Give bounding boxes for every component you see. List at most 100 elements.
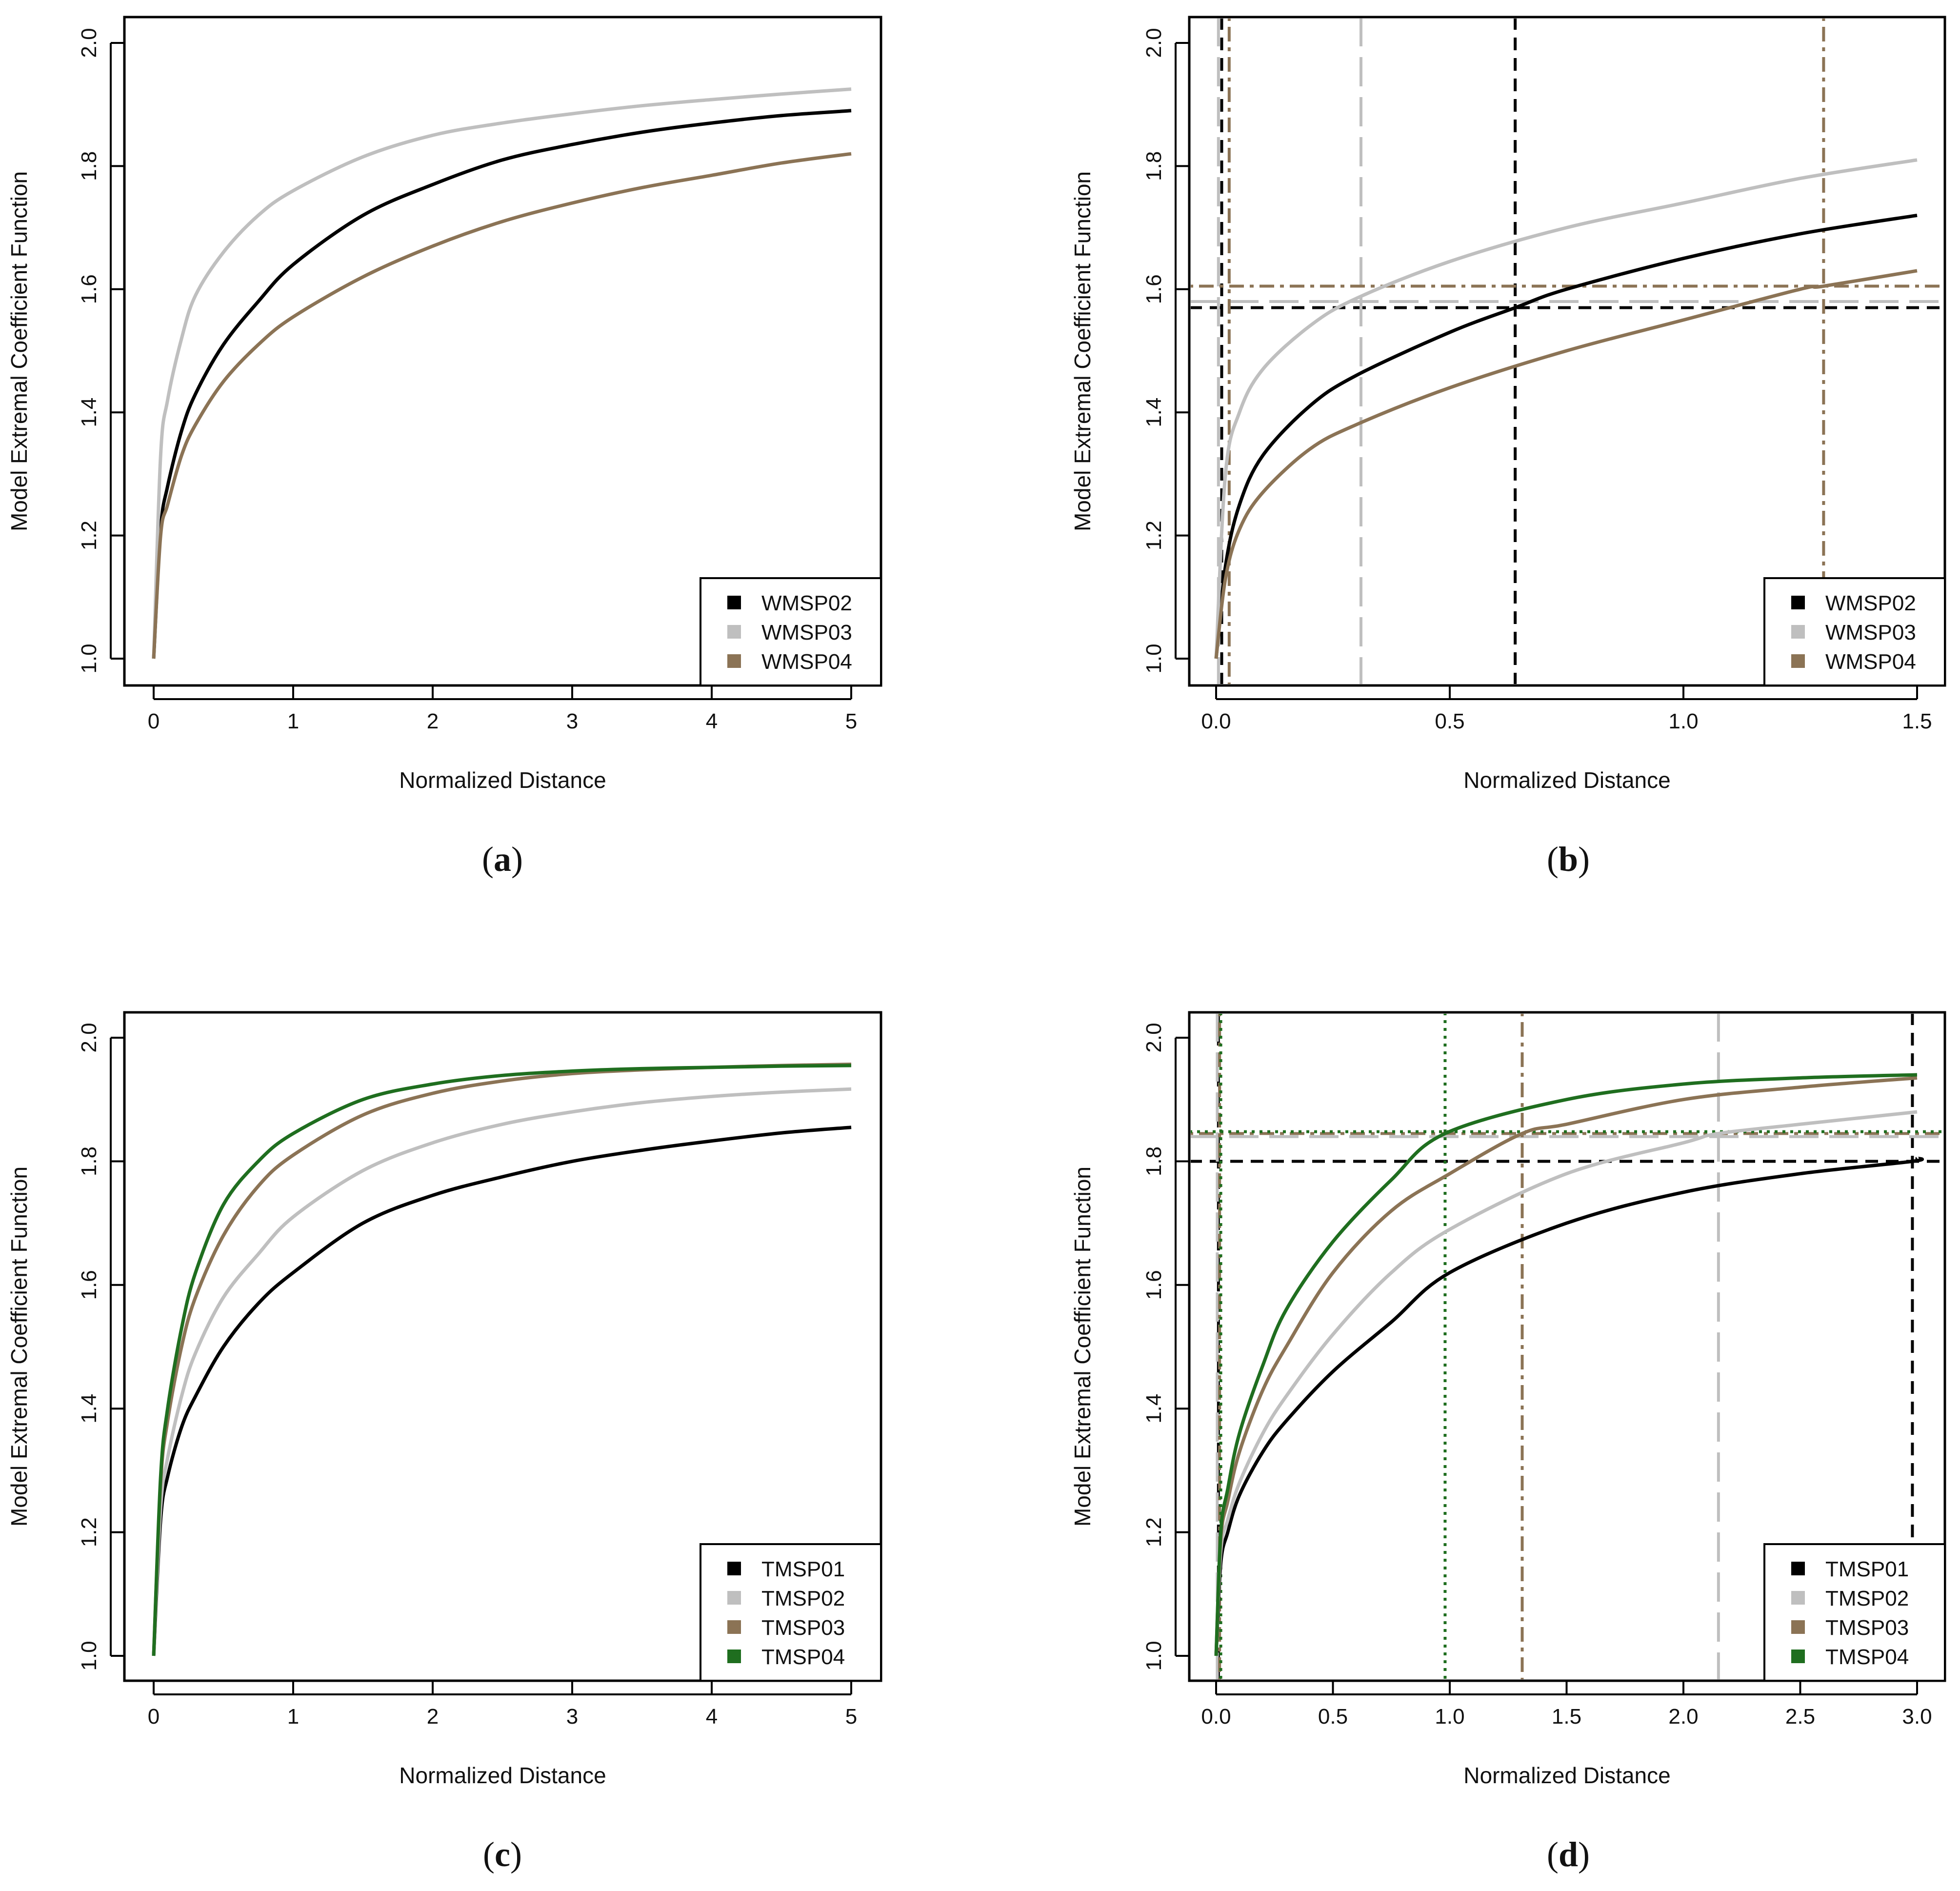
y-tick-label: 1.6 bbox=[77, 274, 101, 304]
y-tick-label: 1.0 bbox=[1142, 644, 1166, 673]
x-tick-label: 0.5 bbox=[1435, 709, 1464, 733]
panel-label: (c) bbox=[483, 1835, 522, 1874]
x-axis-label: Normalized Distance bbox=[1463, 1763, 1670, 1788]
panel-label: (d) bbox=[1547, 1835, 1590, 1874]
x-tick-label: 1.0 bbox=[1668, 709, 1698, 733]
y-tick-label: 1.4 bbox=[77, 398, 101, 427]
x-tick-label: 0.5 bbox=[1318, 1705, 1348, 1729]
series-line-WMSP03 bbox=[152, 87, 852, 659]
y-tick-label: 1.6 bbox=[77, 1270, 101, 1300]
x-tick-label: 5 bbox=[845, 709, 857, 733]
series-line-WMSP04 bbox=[1214, 269, 1918, 659]
plot-area bbox=[1191, 1014, 1943, 1679]
plot-frame bbox=[123, 16, 882, 687]
legend-swatch-TMSP02 bbox=[1791, 1591, 1805, 1605]
x-axis-label: Normalized Distance bbox=[399, 1763, 606, 1788]
y-tick-label: 2.0 bbox=[1142, 28, 1166, 58]
x-tick-label: 1 bbox=[287, 1705, 299, 1729]
y-tick-label: 1.0 bbox=[1142, 1641, 1166, 1670]
y-tick-label: 1.8 bbox=[1142, 1147, 1166, 1176]
chart-panel-d: 0.0 0.5 1.0 1.5 2.0 2.5 3.0 1.0 1.2 1.4 1.6 1.8 2.0 N… bbox=[1070, 1011, 1946, 1874]
legend: TMSP01 TMSP02 TMSP03 TMSP04 bbox=[1763, 1543, 1946, 1682]
y-tick-label: 1.2 bbox=[1142, 1517, 1166, 1547]
y-tick-label: 1.8 bbox=[77, 151, 101, 181]
legend-label-WMSP02: WMSP02 bbox=[761, 591, 852, 615]
y-tick-label: 1.4 bbox=[77, 1394, 101, 1424]
legend-label-WMSP04: WMSP04 bbox=[761, 650, 852, 674]
series-line-WMSP04 bbox=[152, 152, 852, 659]
series-line-TMSP02 bbox=[152, 1087, 852, 1656]
y-tick-label: 1.8 bbox=[1142, 151, 1166, 181]
series-line-TMSP01 bbox=[1214, 1156, 1924, 1656]
series-line-WMSP02 bbox=[1214, 213, 1918, 659]
x-tick-label: 2 bbox=[427, 1705, 439, 1729]
legend-swatch-TMSP03 bbox=[1791, 1620, 1805, 1634]
x-tick-label: 4 bbox=[706, 1705, 718, 1729]
legend-label-TMSP03: TMSP03 bbox=[761, 1616, 845, 1640]
chart-panel-a: 0 1 2 3 4 5 1.0 1.2 1.4 1.6 1.8 2.0 Normalized Dista… bbox=[6, 16, 882, 879]
legend-swatch-TMSP04 bbox=[727, 1650, 741, 1663]
plot-area bbox=[1191, 19, 1943, 684]
series-line-TMSP02 bbox=[1214, 1110, 1918, 1656]
series-line-TMSP01 bbox=[152, 1126, 852, 1656]
plot-area bbox=[152, 87, 852, 659]
legend-swatch-TMSP03 bbox=[727, 1620, 741, 1634]
legend-swatch-WMSP03 bbox=[727, 625, 741, 639]
y-tick-label: 1.2 bbox=[77, 1517, 101, 1547]
x-tick-label: 3 bbox=[566, 709, 578, 733]
x-tick-label: 5 bbox=[845, 1705, 857, 1729]
legend-swatch-TMSP01 bbox=[1791, 1562, 1805, 1575]
y-tick-label: 2.0 bbox=[1142, 1023, 1166, 1052]
y-tick-label: 1.2 bbox=[1142, 521, 1166, 550]
y-axis-label: Model Extremal Coefficient Function bbox=[1070, 171, 1095, 531]
x-tick-label: 0 bbox=[148, 1705, 160, 1729]
y-tick-label: 2.0 bbox=[77, 28, 101, 58]
x-tick-label: 1.5 bbox=[1552, 1705, 1581, 1729]
x-tick-label: 4 bbox=[706, 709, 718, 733]
legend-label-TMSP04: TMSP04 bbox=[1825, 1645, 1909, 1669]
series-line-WMSP03 bbox=[1214, 158, 1918, 659]
x-tick-label: 3 bbox=[566, 1705, 578, 1729]
legend-label-TMSP01: TMSP01 bbox=[761, 1557, 845, 1581]
x-axis-label: Normalized Distance bbox=[399, 767, 606, 793]
legend-label-WMSP03: WMSP03 bbox=[1825, 621, 1916, 644]
x-tick-label: 3.0 bbox=[1902, 1705, 1932, 1729]
plot-frame bbox=[123, 1011, 882, 1682]
y-tick-label: 1.0 bbox=[77, 644, 101, 673]
legend-swatch-WMSP04 bbox=[727, 654, 741, 668]
y-tick-label: 1.6 bbox=[1142, 274, 1166, 304]
panel-label: (a) bbox=[482, 840, 523, 879]
y-axis-label: Model Extremal Coefficient Function bbox=[6, 171, 32, 531]
series-line-WMSP02 bbox=[152, 109, 852, 659]
legend-swatch-TMSP01 bbox=[727, 1562, 741, 1575]
x-tick-label: 0.0 bbox=[1201, 1705, 1231, 1729]
x-tick-label: 1.5 bbox=[1902, 709, 1932, 733]
legend-label-TMSP01: TMSP01 bbox=[1825, 1557, 1909, 1581]
y-tick-label: 2.0 bbox=[77, 1023, 101, 1052]
y-tick-label: 1.2 bbox=[77, 521, 101, 550]
plot-frame bbox=[1188, 16, 1946, 687]
legend-label-WMSP04: WMSP04 bbox=[1825, 650, 1916, 674]
legend-swatch-TMSP04 bbox=[1791, 1650, 1805, 1663]
chart-panel-c: 0 1 2 3 4 5 1.0 1.2 1.4 1.6 1.8 2.0 Normalized Dista… bbox=[6, 1011, 882, 1874]
legend-label-TMSP02: TMSP02 bbox=[761, 1587, 845, 1610]
legend-label-TMSP03: TMSP03 bbox=[1825, 1616, 1909, 1640]
legend: WMSP02 WMSP03 WMSP04 bbox=[700, 577, 882, 686]
y-tick-label: 1.4 bbox=[1142, 398, 1166, 427]
legend-label-TMSP04: TMSP04 bbox=[761, 1645, 845, 1669]
x-tick-label: 2.5 bbox=[1785, 1705, 1815, 1729]
x-tick-label: 2.0 bbox=[1668, 1705, 1698, 1729]
legend-swatch-WMSP02 bbox=[727, 596, 741, 609]
legend: WMSP02 WMSP03 WMSP04 bbox=[1763, 577, 1946, 686]
series-line-TMSP04 bbox=[1214, 1073, 1918, 1656]
legend: TMSP01 TMSP02 TMSP03 TMSP04 bbox=[700, 1543, 882, 1682]
legend-label-WMSP03: WMSP03 bbox=[761, 621, 852, 644]
plot-area bbox=[152, 1063, 852, 1656]
x-axis-label: Normalized Distance bbox=[1463, 767, 1670, 793]
y-tick-label: 1.4 bbox=[1142, 1394, 1166, 1424]
x-tick-label: 0.0 bbox=[1201, 709, 1231, 733]
legend-label-TMSP02: TMSP02 bbox=[1825, 1587, 1909, 1610]
series-line-TMSP04 bbox=[152, 1064, 852, 1656]
legend-label-WMSP02: WMSP02 bbox=[1825, 591, 1916, 615]
